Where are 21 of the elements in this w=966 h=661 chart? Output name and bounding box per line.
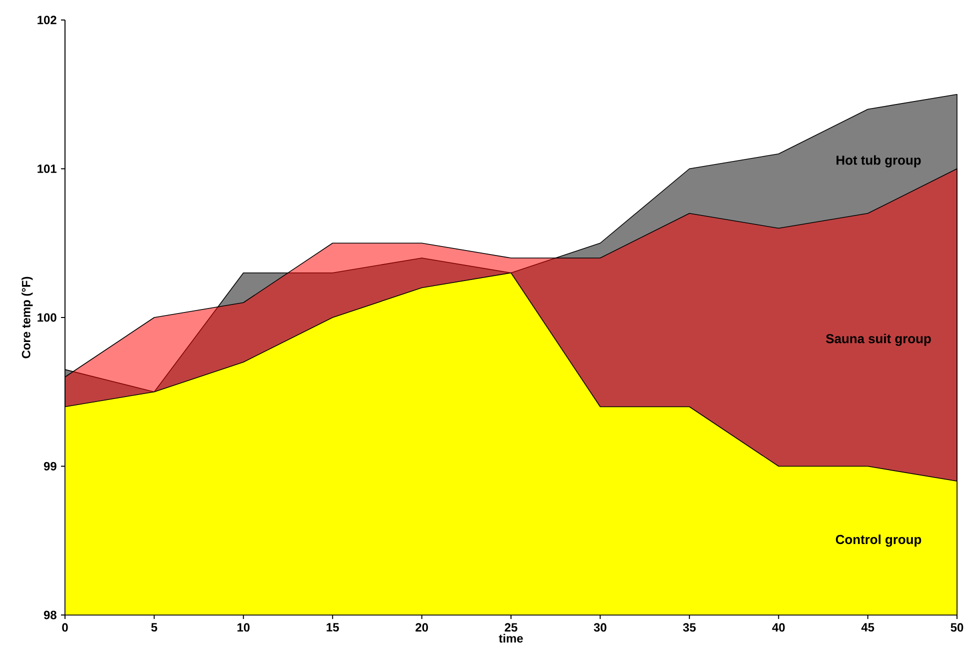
x-axis-title: time — [498, 634, 523, 643]
y-axis-title: Core temp (°F) — [22, 276, 33, 358]
x-tick-label: 5 — [151, 623, 158, 632]
x-tick-label: 45 — [861, 623, 874, 632]
y-tick-label: 100 — [38, 313, 56, 322]
series-label: Control group — [836, 534, 922, 547]
x-tick-label: 15 — [326, 623, 339, 632]
x-tick-label: 10 — [238, 623, 250, 632]
series-label: Hot tub group — [836, 155, 921, 168]
y-tick-label: 99 — [44, 462, 56, 470]
x-tick-label: 30 — [594, 623, 606, 632]
y-tick-label: 102 — [38, 16, 56, 24]
series-label: Sauna suit group — [826, 334, 931, 346]
x-tick-label: 50 — [950, 623, 964, 632]
x-tick-label: 40 — [772, 623, 785, 632]
x-tick-label: 20 — [416, 623, 428, 632]
y-tick-label: 98 — [44, 610, 56, 620]
y-tick-label: 101 — [38, 164, 56, 173]
x-tick-label: 25 — [504, 623, 518, 632]
x-tick-label: 0 — [62, 623, 68, 632]
x-tick-label: 35 — [683, 623, 696, 632]
